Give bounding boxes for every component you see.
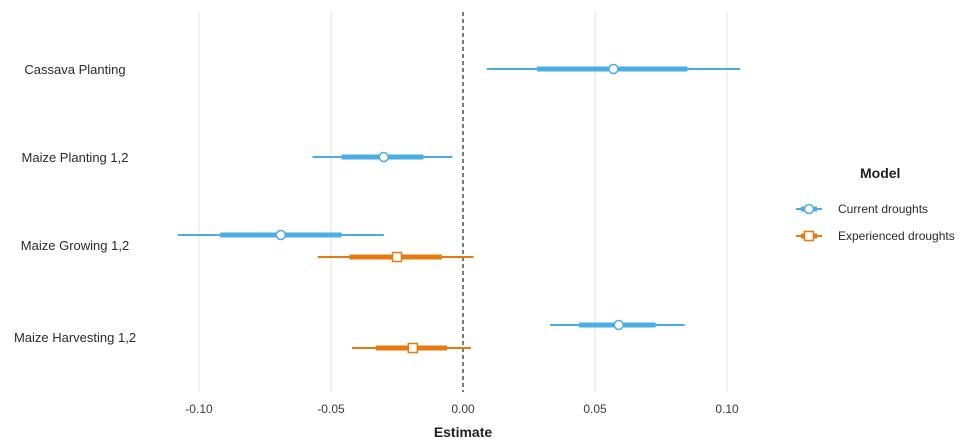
x-tick-label: 0.10 [715,402,739,416]
x-tick-label: 0.05 [583,402,607,416]
gridlines [198,12,728,392]
point-estimate [613,319,625,331]
estimate-current [312,151,453,163]
category-label: Maize Harvesting 1,2 [14,330,136,345]
point-estimate [275,229,287,241]
point-estimate [407,342,419,354]
category-label: Maize Growing 1,2 [21,238,129,253]
estimate-experienced [352,342,471,354]
legend-key [796,203,822,215]
category-labels: Cassava Planting Maize Planting 1,2 Maize … [14,62,136,345]
legend-title: Model [860,165,900,181]
category-label: Maize Planting 1,2 [22,150,129,165]
x-tick-label: -0.10 [185,402,213,416]
x-tick-label: -0.05 [317,402,345,416]
estimate-current [486,63,741,75]
point-estimate [608,63,619,75]
point-estimate [378,151,390,163]
x-axis-ticks: -0.10 -0.05 0.00 0.05 0.10 [185,402,739,416]
series-marks [177,63,741,354]
estimate-current [550,319,685,331]
category-label: Cassava Planting [24,62,125,77]
point-estimate [391,251,403,263]
estimate-experienced [317,251,474,263]
legend: Model Current droughts Experienced drough… [796,165,955,243]
legend-label: Experienced droughts [838,229,955,243]
legend-label: Current droughts [838,202,928,216]
x-tick-label: 0.00 [451,402,475,416]
estimate-current [177,229,384,241]
x-axis-title: Estimate [434,424,493,440]
legend-key [796,230,822,242]
